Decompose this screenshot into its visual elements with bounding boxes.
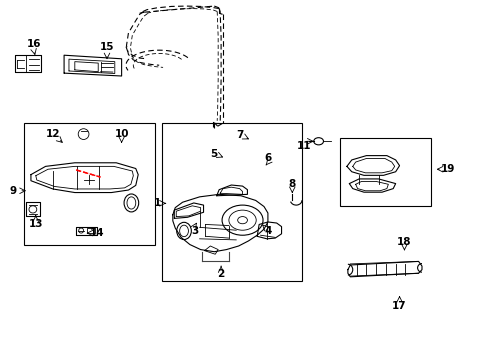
Text: 18: 18	[396, 237, 411, 247]
Bar	[161, 123, 302, 281]
Text: 15: 15	[100, 42, 114, 52]
Text: 19: 19	[440, 164, 455, 174]
Text: 9: 9	[9, 186, 17, 196]
Bar	[24, 123, 155, 245]
Text: 1: 1	[154, 198, 161, 208]
Text: 4: 4	[264, 226, 271, 236]
Text: 13: 13	[28, 219, 43, 229]
Text: 16: 16	[26, 39, 41, 49]
Text: 11: 11	[296, 141, 310, 151]
Text: 2: 2	[217, 269, 224, 279]
Text: 14: 14	[90, 228, 104, 238]
Text: 7: 7	[235, 130, 243, 140]
Text: 6: 6	[264, 153, 271, 163]
Text: 5: 5	[210, 149, 218, 159]
Bar	[339, 138, 430, 206]
Text: 17: 17	[391, 301, 406, 311]
Text: 3: 3	[191, 226, 198, 236]
Text: 12: 12	[46, 129, 61, 139]
Text: 8: 8	[288, 179, 295, 189]
Text: 10: 10	[114, 129, 129, 139]
